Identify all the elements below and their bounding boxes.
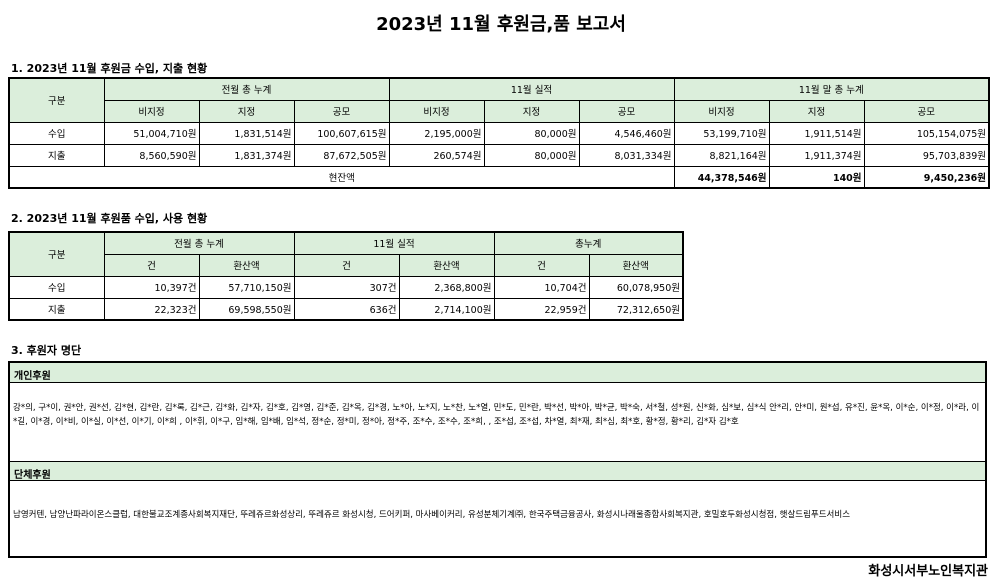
group-header-month-end-total: 11월 말 총 누계 <box>673 77 990 101</box>
amount-cell: 1,831,374원 <box>198 143 295 167</box>
balance-label: 현잔액 <box>8 165 675 189</box>
group-donors-list: 남영커텐, 남양난파라이온스클럽, 대한불교조계종사회복지재단, 뚜레쥬르화성상… <box>13 510 851 520</box>
amount-cell: 2,195,000원 <box>388 121 485 145</box>
balance-cell: 44,378,546원 <box>673 165 770 189</box>
sub-header: 공모 <box>293 99 390 123</box>
report-title: 2023년 11월 후원금,품 보고서 <box>376 14 626 35</box>
category-header: 구분 <box>8 77 105 123</box>
amount-cell: 80,000원 <box>483 121 580 145</box>
table-row: 지출 22,323건 69,598,550원 636건 2,714,100원 2… <box>8 297 684 321</box>
category-header: 구분 <box>8 231 105 277</box>
amount-cell: 60,078,950원 <box>588 275 684 299</box>
donation-goods-table: 구분 전월 총 누계 11월 실적 총누계 건 환산액 건 환산액 건 환산액 … <box>8 231 685 321</box>
amount-cell: 53,199,710원 <box>673 121 770 145</box>
amount-cell: 57,710,150원 <box>198 275 295 299</box>
sub-header: 지정 <box>768 99 865 123</box>
amount-cell: 260,574원 <box>388 143 485 167</box>
row-label: 수입 <box>8 121 105 145</box>
amount-cell: 87,672,505원 <box>293 143 390 167</box>
balance-cell: 140원 <box>768 165 865 189</box>
section1-title: 1. 2023년 11월 후원금 수입, 지출 현황 <box>11 62 208 75</box>
amount-cell: 80,000원 <box>483 143 580 167</box>
row-label: 지출 <box>8 297 105 321</box>
group-header-prev-total: 전월 총 누계 <box>103 231 295 255</box>
amount-cell: 100,607,615원 <box>293 121 390 145</box>
sub-header: 환산액 <box>198 253 295 277</box>
donor-list-box: 개인후원 강*의, 구*이, 권*안, 권*선, 김*현, 김*란, 김*록, … <box>8 361 987 558</box>
table-row: 수입 51,004,710원 1,831,514원 100,607,615원 2… <box>8 121 990 145</box>
individual-donors-header: 개인후원 <box>10 363 985 383</box>
group-header-month: 11월 실적 <box>293 231 495 255</box>
group-header-prev-total: 전월 총 누계 <box>103 77 390 101</box>
group-donors-header: 단체후원 <box>10 461 985 481</box>
count-cell: 10,704건 <box>493 275 590 299</box>
sub-header: 환산액 <box>588 253 684 277</box>
sub-header: 건 <box>293 253 400 277</box>
amount-cell: 1,911,514원 <box>768 121 865 145</box>
sub-header: 건 <box>493 253 590 277</box>
sub-header: 지정 <box>483 99 580 123</box>
count-cell: 10,397건 <box>103 275 200 299</box>
section3-title: 3. 후원자 명단 <box>11 344 82 357</box>
amount-cell: 105,154,075원 <box>863 121 990 145</box>
balance-cell: 9,450,236원 <box>863 165 990 189</box>
sub-header: 지정 <box>198 99 295 123</box>
count-cell: 307건 <box>293 275 400 299</box>
amount-cell: 4,546,460원 <box>578 121 675 145</box>
group-header-month: 11월 실적 <box>388 77 675 101</box>
sub-header: 비지정 <box>388 99 485 123</box>
individual-donors-list: 강*의, 구*이, 권*안, 권*선, 김*현, 김*란, 김*록, 김*근, … <box>13 403 980 427</box>
count-cell: 636건 <box>293 297 400 321</box>
amount-cell: 1,831,514원 <box>198 121 295 145</box>
sub-header: 건 <box>103 253 200 277</box>
row-label: 수입 <box>8 275 105 299</box>
count-cell: 22,959건 <box>493 297 590 321</box>
amount-cell: 8,560,590원 <box>103 143 200 167</box>
sub-header: 비지정 <box>673 99 770 123</box>
balance-row: 현잔액 44,378,546원 140원 9,450,236원 <box>8 165 990 189</box>
donation-money-table: 구분 전월 총 누계 11월 실적 11월 말 총 누계 비지정 지정 공모 비… <box>8 77 991 189</box>
amount-cell: 72,312,650원 <box>588 297 684 321</box>
table-row: 수입 10,397건 57,710,150원 307건 2,368,800원 1… <box>8 275 684 299</box>
section2-title: 2. 2023년 11월 후원품 수입, 사용 현황 <box>11 212 208 225</box>
amount-cell: 2,368,800원 <box>398 275 495 299</box>
sub-header: 비지정 <box>103 99 200 123</box>
amount-cell: 8,031,334원 <box>578 143 675 167</box>
row-label: 지출 <box>8 143 105 167</box>
sub-header: 환산액 <box>398 253 495 277</box>
amount-cell: 8,821,164원 <box>673 143 770 167</box>
count-cell: 22,323건 <box>103 297 200 321</box>
table-row: 지출 8,560,590원 1,831,374원 87,672,505원 260… <box>8 143 990 167</box>
sub-header: 공모 <box>578 99 675 123</box>
organization-name: 화성시서부노인복지관 <box>868 564 988 579</box>
amount-cell: 51,004,710원 <box>103 121 200 145</box>
amount-cell: 95,703,839원 <box>863 143 990 167</box>
amount-cell: 2,714,100원 <box>398 297 495 321</box>
sub-header: 공모 <box>863 99 990 123</box>
amount-cell: 69,598,550원 <box>198 297 295 321</box>
group-header-total: 총누계 <box>493 231 684 255</box>
amount-cell: 1,911,374원 <box>768 143 865 167</box>
